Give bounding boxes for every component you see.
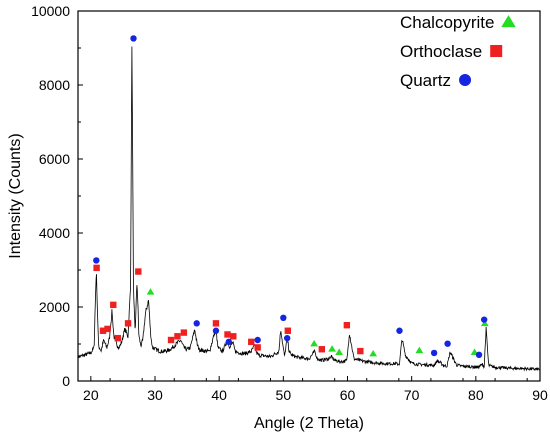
orthoclase-peak-marker (114, 334, 121, 342)
y-tick-label: 8000 (39, 77, 70, 93)
orthoclase-peak-marker (135, 268, 142, 275)
phase-markers (93, 35, 489, 358)
orthoclase-peak-marker (167, 336, 175, 344)
quartz-peak-marker (93, 257, 100, 264)
x-tick-label: 60 (340, 387, 356, 403)
quartz-peak-marker (283, 334, 291, 342)
y-tick-label: 10000 (31, 3, 70, 19)
pattern-line (77, 46, 540, 372)
orthoclase-peak-marker (230, 333, 237, 340)
chalcopyrite-peak-marker (415, 346, 424, 354)
quartz-peak-marker (475, 351, 483, 358)
y-axis-title: Intensity (Counts) (7, 133, 24, 258)
orthoclase-peak-marker (174, 333, 181, 340)
quartz-peak-marker (254, 336, 261, 344)
x-tick-label: 90 (532, 387, 548, 403)
quartz-peak-marker (430, 349, 438, 357)
orthoclase-peak-marker (343, 322, 351, 329)
x-tick-label: 70 (404, 387, 420, 403)
x-tick-label: 50 (276, 387, 292, 403)
orthoclase-peak-marker (248, 338, 255, 346)
y-tick-label: 0 (62, 373, 70, 389)
legend-label-chalcopyrite: Chalcopyrite (400, 13, 495, 32)
legend-symbol-orthoclase (490, 45, 503, 57)
legend: Chalcopyrite Orthoclase Quartz (400, 13, 516, 90)
orthoclase-peak-marker (318, 346, 326, 353)
orthoclase-peak-marker (180, 329, 188, 336)
quartz-peak-marker (444, 340, 451, 347)
y-tick-label: 4000 (39, 225, 70, 241)
legend-symbol-chalcopyrite (501, 15, 516, 28)
orthoclase-peak-marker (124, 320, 132, 327)
quartz-peak-marker (193, 320, 200, 327)
orthoclase-peak-marker (93, 264, 100, 272)
chalcopyrite-peak-marker (146, 288, 155, 295)
quartz-peak-marker (480, 316, 488, 323)
chalcopyrite-peak-marker (335, 348, 344, 355)
orthoclase-peak-marker (224, 331, 231, 338)
quartz-peak-marker (396, 327, 403, 334)
orthoclase-peak-marker (254, 344, 261, 351)
x-tick-label: 20 (83, 387, 99, 403)
chalcopyrite-peak-marker (369, 350, 378, 357)
quartz-peak-marker (130, 35, 137, 42)
y-tick-label: 2000 (39, 299, 70, 315)
legend-label-orthoclase: Orthoclase (400, 42, 482, 61)
diffraction-pattern (77, 46, 540, 372)
chalcopyrite-peak-marker (328, 345, 336, 352)
quartz-peak-marker (225, 338, 232, 346)
x-tick-label: 30 (147, 387, 163, 403)
quartz-peak-marker (280, 314, 287, 321)
orthoclase-peak-marker (104, 325, 111, 333)
chalcopyrite-peak-marker (310, 340, 319, 347)
legend-label-quartz: Quartz (400, 71, 451, 90)
axis-ticks: 20 30 40 50 60 70 80 90 0 2000 4000 6000 8000 10000 (31, 3, 548, 403)
orthoclase-peak-marker (110, 301, 117, 309)
x-tick-label: 40 (211, 387, 227, 403)
chalcopyrite-peak-marker (480, 319, 489, 327)
orthoclase-peak-marker (284, 327, 292, 334)
orthoclase-peak-marker (357, 347, 364, 355)
y-tick-label: 6000 (39, 151, 70, 167)
quartz-peak-marker (212, 327, 220, 334)
x-axis-title: Angle (2 Theta) (254, 415, 364, 432)
legend-symbol-quartz (459, 74, 472, 86)
orthoclase-peak-marker (212, 320, 220, 327)
orthoclase-peak-marker (99, 327, 107, 334)
x-tick-label: 80 (468, 387, 484, 403)
plot-frame (77, 10, 541, 382)
